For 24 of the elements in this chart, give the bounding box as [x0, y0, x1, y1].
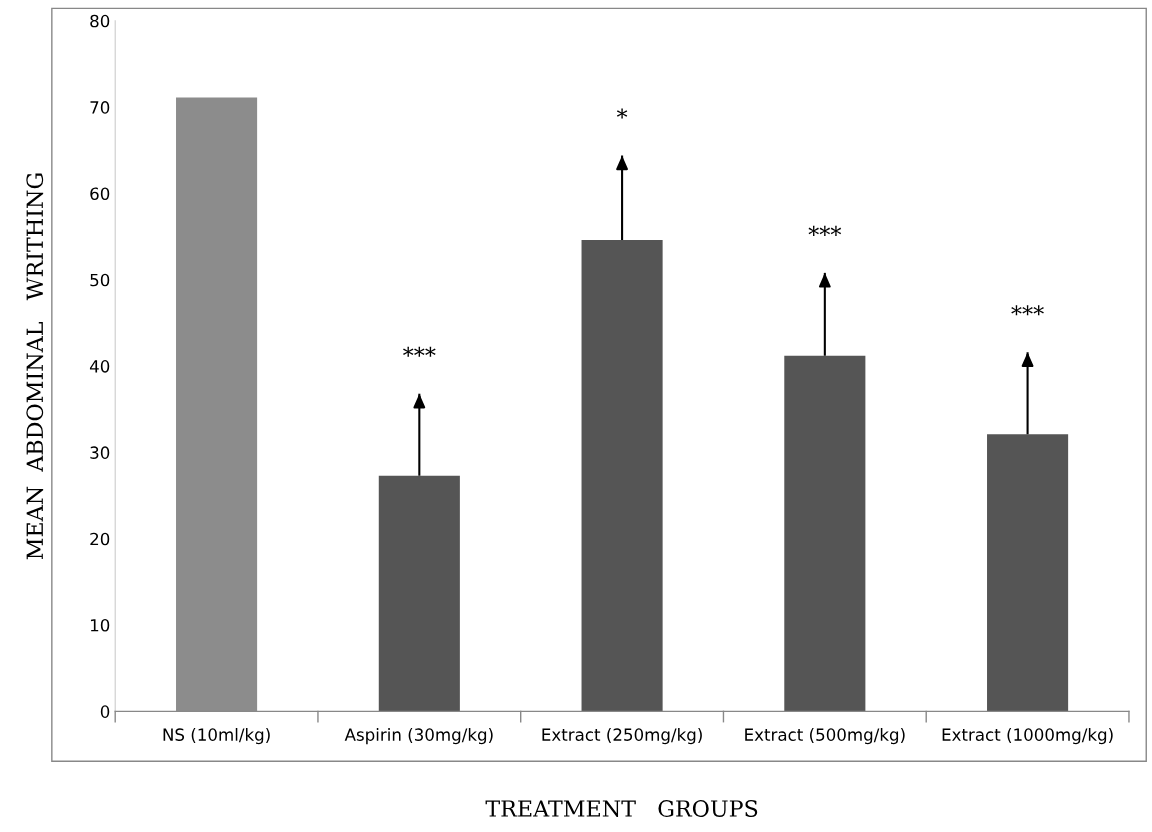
annotation: *** — [808, 225, 842, 236]
annotation: * — [616, 108, 628, 119]
bar — [581, 240, 663, 712]
x-tick-label: Extract (500mg/kg) — [745, 728, 905, 745]
y-tick-label: 50 — [90, 273, 110, 287]
y-tick-label: 80 — [90, 14, 110, 28]
bar — [987, 434, 1069, 712]
y-tick-label: 0 — [100, 705, 110, 718]
x-axis-title: TREATMENT GROUPS — [485, 800, 758, 817]
bar — [784, 355, 866, 712]
x-tick-label: Aspirin (30mg/kg) — [344, 728, 493, 745]
y-axis-title: MEAN ABDOMINAL WRITHING — [26, 173, 44, 560]
x-tick-label: NS (10ml/kg) — [163, 728, 270, 745]
y-tick-label: 30 — [90, 446, 110, 459]
y-tick-label: 10 — [90, 619, 110, 632]
annotation: *** — [403, 346, 436, 357]
annotation: *** — [1011, 305, 1044, 316]
y-tick-label: 70 — [90, 101, 110, 114]
y-tick-label: 20 — [90, 532, 110, 546]
x-tick-label: Extract (1000mg/kg) — [942, 728, 1113, 745]
y-tick-label: 40 — [89, 360, 110, 373]
bar — [378, 475, 460, 712]
y-tick-label: 60 — [90, 187, 110, 201]
x-tick-label: Extract (250mg/kg) — [542, 728, 702, 745]
